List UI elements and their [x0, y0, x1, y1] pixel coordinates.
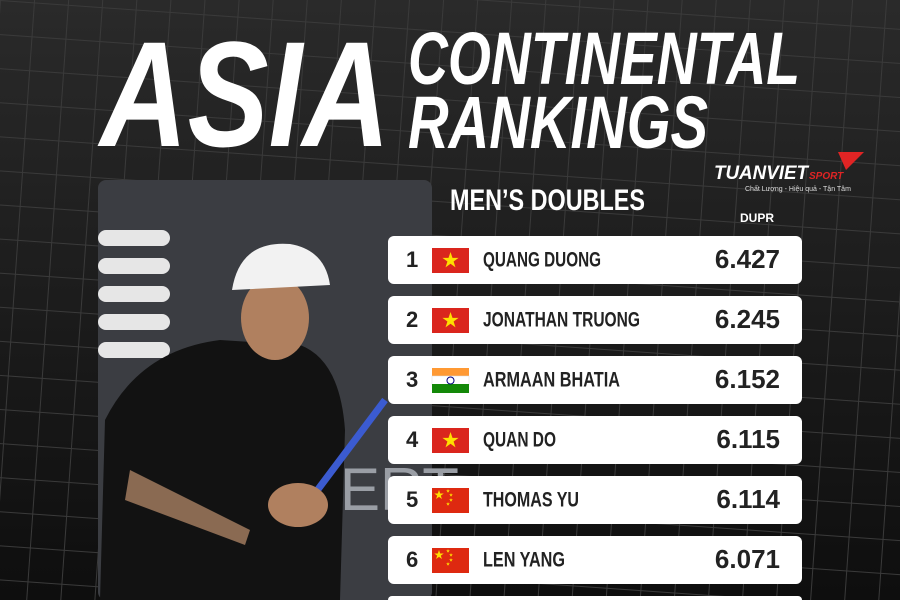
rank: 4: [406, 427, 419, 452]
flag: [432, 308, 469, 333]
brand-logo: [838, 152, 864, 170]
rank: 6: [406, 547, 418, 572]
row-card-partial: [388, 596, 802, 600]
row: 5 THOMAS YU 6.114: [388, 476, 802, 524]
row-card: [388, 476, 802, 524]
rows: 1 QUANG DUONG 6.427 2 JONATHAN TRUONG 6.…: [388, 236, 802, 600]
brand-name: TUANVIET: [714, 163, 809, 184]
flag: [432, 248, 469, 273]
rank: 3: [406, 367, 418, 392]
flag: [432, 428, 469, 453]
column-header: DUPR: [740, 211, 774, 225]
title-line: CONTINENTAL: [408, 17, 800, 100]
row: 6 LEN YANG 6.071: [388, 536, 802, 584]
player-name: QUAN DO: [483, 429, 556, 452]
score: 6.114: [716, 484, 780, 514]
section-title: MEN’S DOUBLES: [450, 184, 645, 217]
row: 2 JONATHAN TRUONG 6.245: [388, 296, 802, 344]
player-name: JONATHAN TRUONG: [483, 309, 640, 332]
row: 1 QUANG DUONG 6.427: [388, 236, 802, 284]
player-name: QUANG DUONG: [483, 249, 601, 272]
title-line: RANKINGS: [408, 81, 708, 164]
title-big: ASIA: [97, 10, 390, 178]
player-name: LEN YANG: [483, 549, 565, 572]
flag: [432, 488, 469, 513]
rank: 2: [406, 307, 418, 332]
brand-tagline: Chất Lượng - Hiệu quả - Tận Tâm: [745, 184, 851, 193]
score: 6.071: [715, 544, 780, 574]
row-card: [388, 236, 802, 284]
brand-sub: SPORT: [809, 171, 844, 182]
row: 3 ARMAAN BHATIA 6.152: [388, 356, 802, 404]
flag: [431, 368, 470, 393]
row: 4 QUAN DO 6.115: [388, 416, 802, 464]
row-card: [388, 356, 802, 404]
rank: 1: [406, 247, 418, 272]
row-card: [388, 416, 802, 464]
score: 6.427: [715, 244, 780, 274]
flag: [432, 548, 469, 573]
rank: 5: [406, 487, 418, 512]
score: 6.115: [716, 424, 780, 454]
row-card: [388, 536, 802, 584]
score: 6.152: [715, 364, 780, 394]
player-name: THOMAS YU: [483, 489, 579, 512]
player-name: ARMAAN BHATIA: [483, 369, 620, 392]
score: 6.245: [715, 304, 780, 334]
row-card: [388, 296, 802, 344]
